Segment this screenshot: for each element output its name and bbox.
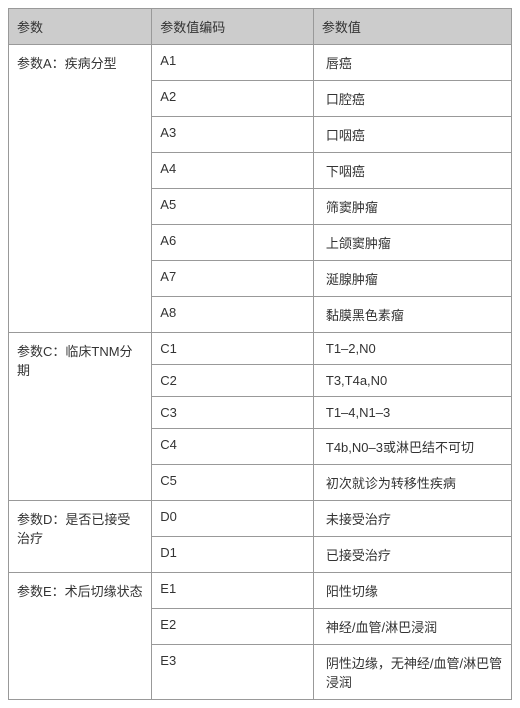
code-cell: A7 [152, 261, 314, 297]
param-cell: 参数D：是否已接受治疗 [9, 501, 152, 573]
value-cell: 上颌窦肿瘤 [313, 225, 511, 261]
value-cell: 涎腺肿瘤 [313, 261, 511, 297]
value-cell: 未接受治疗 [313, 501, 511, 537]
code-cell: D0 [152, 501, 314, 537]
param-cell: 参数A：疾病分型 [9, 45, 152, 333]
code-cell: A3 [152, 117, 314, 153]
code-cell: E2 [152, 609, 314, 645]
code-cell: C5 [152, 465, 314, 501]
code-cell: A4 [152, 153, 314, 189]
col-header-value: 参数值 [313, 9, 511, 45]
code-cell: A2 [152, 81, 314, 117]
value-cell: T1–4,N1–3 [313, 397, 511, 429]
value-cell: 筛窦肿瘤 [313, 189, 511, 225]
value-cell: 神经/血管/淋巴浸润 [313, 609, 511, 645]
table-body: 参数A：疾病分型 A1 唇癌 A2 口腔癌 A3 口咽癌 A4 下咽癌 A5 筛… [9, 45, 512, 700]
code-cell: E1 [152, 573, 314, 609]
table-row: 参数A：疾病分型 A1 唇癌 [9, 45, 512, 81]
code-cell: A6 [152, 225, 314, 261]
code-cell: A5 [152, 189, 314, 225]
value-cell: T3,T4a,N0 [313, 365, 511, 397]
param-cell: 参数C：临床TNM分期 [9, 333, 152, 501]
code-cell: C2 [152, 365, 314, 397]
value-cell: 唇癌 [313, 45, 511, 81]
code-cell: D1 [152, 537, 314, 573]
table-header-row: 参数 参数值编码 参数值 [9, 9, 512, 45]
value-cell: 黏膜黑色素瘤 [313, 297, 511, 333]
table-row: 参数E：术后切缘状态 E1 阳性切缘 [9, 573, 512, 609]
code-cell: C1 [152, 333, 314, 365]
value-cell: 初次就诊为转移性疾病 [313, 465, 511, 501]
code-cell: C4 [152, 429, 314, 465]
parameter-table: 参数 参数值编码 参数值 参数A：疾病分型 A1 唇癌 A2 口腔癌 A3 口咽… [8, 8, 512, 700]
value-cell: 口咽癌 [313, 117, 511, 153]
code-cell: E3 [152, 645, 314, 700]
table-row: 参数D：是否已接受治疗 D0 未接受治疗 [9, 501, 512, 537]
value-cell: T4b,N0–3或淋巴结不可切 [313, 429, 511, 465]
value-cell: 下咽癌 [313, 153, 511, 189]
col-header-param: 参数 [9, 9, 152, 45]
param-cell: 参数E：术后切缘状态 [9, 573, 152, 700]
value-cell: 已接受治疗 [313, 537, 511, 573]
code-cell: C3 [152, 397, 314, 429]
table-row: 参数C：临床TNM分期 C1 T1–2,N0 [9, 333, 512, 365]
value-cell: 口腔癌 [313, 81, 511, 117]
code-cell: A1 [152, 45, 314, 81]
code-cell: A8 [152, 297, 314, 333]
value-cell: T1–2,N0 [313, 333, 511, 365]
col-header-code: 参数值编码 [152, 9, 314, 45]
value-cell: 阳性切缘 [313, 573, 511, 609]
value-cell: 阴性边缘，无神经/血管/淋巴管浸润 [313, 645, 511, 700]
